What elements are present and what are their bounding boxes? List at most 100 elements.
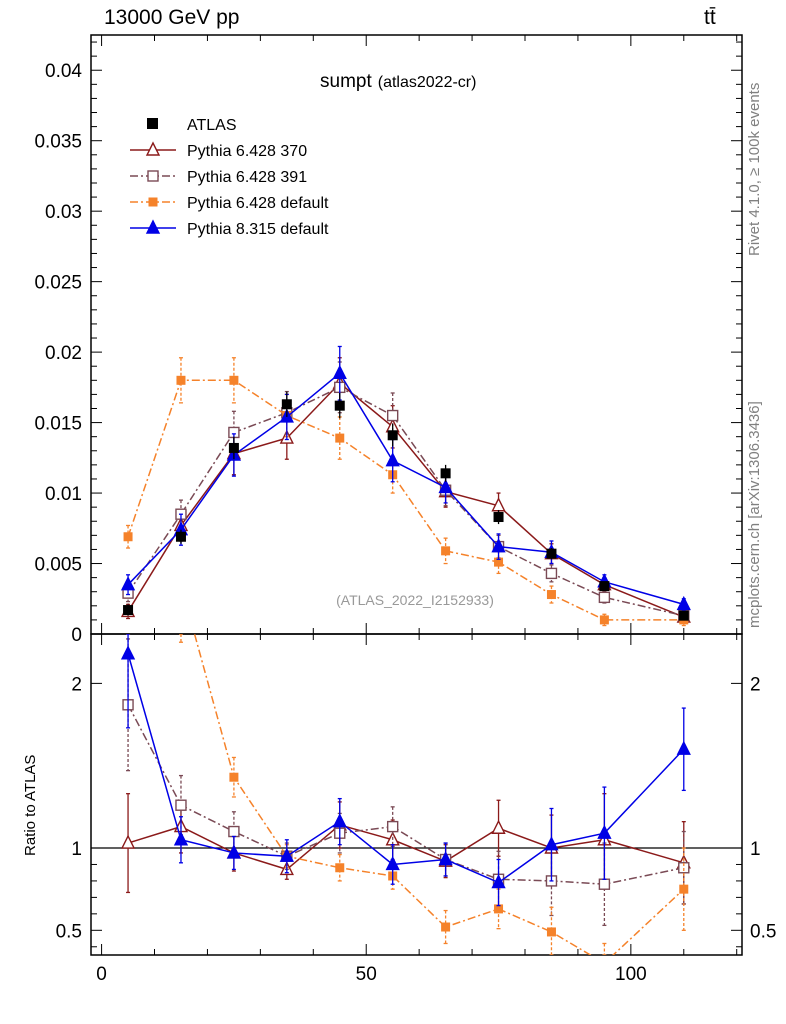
ratio-y-tick-label-right: 1 [750, 839, 761, 860]
ratio-y-tick-label: 2 [71, 674, 82, 695]
ratio-point [385, 855, 400, 871]
process-label: tt̄ [704, 6, 716, 29]
ratio-point [229, 772, 239, 782]
data-point [123, 605, 134, 616]
x-tick-label: 0 [96, 964, 107, 985]
legend-item-2: Pythia 6.428 391 [130, 169, 307, 186]
series-atlas [123, 391, 689, 621]
legend-marker [147, 170, 159, 182]
series-line [127, 386, 684, 617]
data-point [385, 452, 400, 467]
data-point [676, 595, 691, 611]
legend-item-1: Pythia 6.428 370 [130, 141, 307, 160]
main-y-tick-label: 0.02 [45, 343, 82, 364]
x-tick-label: 100 [615, 964, 647, 985]
legend-label: Pythia 8.315 default [187, 221, 329, 238]
analysis-label: (ATLAS_2022_I2152933) [336, 592, 494, 608]
ratio-point [279, 847, 294, 862]
ratio-point [676, 740, 691, 755]
data-point [599, 581, 610, 592]
legend-label: ATLAS [187, 117, 237, 134]
ratio-point [120, 645, 136, 660]
ratio-point [441, 922, 451, 932]
main-y-tick-label: 0.035 [34, 132, 82, 153]
x-tick-label: 50 [356, 964, 377, 985]
data-point [546, 590, 556, 600]
data-point [491, 538, 506, 553]
data-point [440, 468, 451, 479]
data-point [598, 591, 611, 604]
ratio-point [386, 820, 399, 833]
chart-title: sumpt (atlas2022-cr) [320, 71, 476, 92]
legend-marker [145, 219, 161, 234]
data-point [332, 364, 347, 379]
series-line [127, 372, 684, 606]
ratio-y-tick-label-right: 0.5 [750, 921, 776, 942]
legend-marker [147, 118, 158, 129]
data-point [335, 433, 345, 443]
main-y-tick-label: 0.04 [45, 61, 82, 82]
ratio-point [598, 878, 611, 890]
data-point [546, 548, 557, 559]
legend-item-4: Pythia 8.315 default [130, 219, 329, 238]
main-y-tick-label: 0.015 [34, 414, 82, 435]
ratio-point [173, 831, 189, 846]
ratio-point [546, 927, 556, 937]
data-point [229, 375, 239, 385]
data-point [438, 478, 453, 494]
ratio-point [228, 825, 240, 838]
ratio-point [226, 844, 242, 859]
chart-subtitle: (atlas2022-cr) [378, 74, 477, 91]
ratio-point [544, 836, 559, 851]
legend-item-atlas: ATLAS [147, 117, 237, 134]
data-point [176, 375, 186, 385]
data-point [123, 532, 133, 542]
ratio-series-group [120, 634, 691, 955]
legend-label: Pythia 6.428 default [187, 195, 329, 212]
data-point [281, 399, 292, 410]
main-y-tick-label: 0 [71, 625, 82, 646]
data-point [545, 567, 558, 580]
legend-label: Pythia 6.428 370 [187, 143, 307, 160]
ratio-point [679, 884, 689, 894]
ratio-line [127, 704, 684, 885]
data-point [387, 430, 398, 441]
ratio-point [491, 874, 506, 889]
ratio-series-4 [120, 634, 691, 907]
ratio-point [491, 819, 506, 834]
legend-marker [145, 141, 161, 156]
ratio-series-3 [126, 634, 689, 955]
data-point [120, 576, 136, 591]
main-y-tick-label: 0.005 [34, 555, 82, 576]
ratio-plot-frame [90, 633, 743, 956]
main-y-tick-label: 0.025 [34, 273, 82, 294]
data-point [175, 531, 186, 542]
ratio-point [335, 863, 345, 873]
data-point [441, 546, 451, 556]
ratio-y-tick-label: 0.5 [56, 921, 82, 942]
legend-label: Pythia 6.428 391 [187, 169, 307, 186]
ratio-point [438, 850, 453, 866]
legend-item-3: Pythia 6.428 default [130, 195, 329, 212]
series-4 [120, 345, 691, 611]
ratio-y-tick-label: 1 [71, 839, 82, 860]
data-point [334, 400, 345, 411]
data-point [678, 610, 689, 621]
ratio-y-tick-label-right: 2 [750, 674, 761, 695]
ratio-point [120, 834, 136, 849]
ratio-point [678, 862, 690, 874]
energy-label: 13000 GeV pp [104, 6, 240, 29]
data-point [599, 615, 609, 625]
ratio-point [332, 813, 347, 828]
data-point [228, 442, 239, 453]
ratio-point [597, 824, 612, 839]
main-y-tick-label: 0.03 [45, 202, 82, 223]
legend-marker [148, 197, 158, 207]
ratio-point [175, 799, 187, 811]
chart-title-main: sumpt [320, 71, 372, 92]
ratio-line [193, 634, 685, 955]
data-point [386, 409, 399, 422]
main-y-tick-label: 0.01 [45, 484, 82, 505]
data-point [493, 512, 504, 523]
